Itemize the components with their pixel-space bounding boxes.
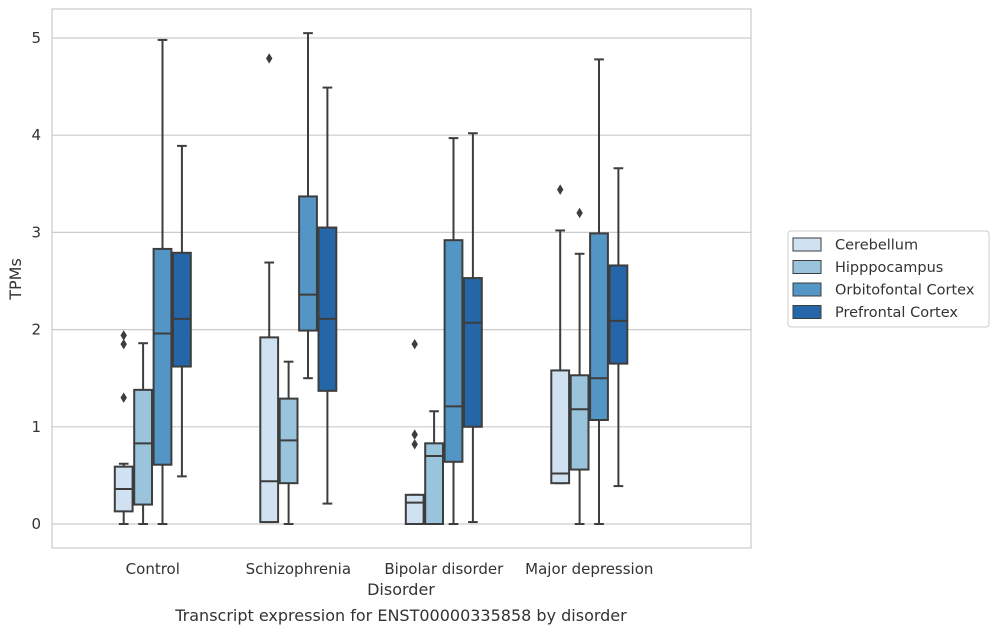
box-plot <box>550 184 571 485</box>
outlier-point <box>411 429 418 440</box>
box-iqr <box>317 226 338 392</box>
y-tick-labels: 0 1 2 3 4 5 <box>31 29 41 533</box>
plot-frame <box>51 8 752 549</box>
box-iqr <box>589 232 609 421</box>
x-tick-label: Control <box>126 560 180 578</box>
x-tick-label: Major depression <box>525 560 653 578</box>
box-iqr <box>404 493 425 525</box>
box-plot <box>463 132 483 524</box>
box-plot <box>298 32 318 380</box>
x-tick-labels: Control Schizophrenia Bipolar disorder Majo… <box>126 560 654 578</box>
y-tick-label: 4 <box>31 126 41 144</box>
box-plot <box>259 53 280 524</box>
box-plot <box>172 144 192 478</box>
box-iqr <box>569 374 590 471</box>
x-tick-label: Bipolar disorder <box>384 560 504 578</box>
box-plot <box>589 58 609 525</box>
legend-label: Orbitofontal Cortex <box>835 283 975 299</box>
y-tick-label: 3 <box>31 223 41 241</box>
outlier-point <box>576 207 583 219</box>
box-iqr <box>463 277 483 428</box>
box-iqr <box>424 442 445 526</box>
outlier-point <box>557 184 564 195</box>
box-plot <box>608 167 629 488</box>
y-tick-label: 1 <box>31 418 41 436</box>
box-iqr <box>259 336 280 524</box>
box-plot <box>569 207 590 525</box>
chart-caption: Transcript expression for ENST0000033585… <box>174 606 627 625</box>
outlier-point <box>120 392 127 403</box>
y-tick-label: 0 <box>31 515 41 533</box>
legend-swatch <box>792 260 822 274</box>
legend-label: Prefrontal Cortex <box>835 305 958 321</box>
box-iqr <box>550 369 571 485</box>
box-iqr <box>443 239 464 463</box>
box-plot <box>424 410 445 526</box>
box-iqr <box>152 247 173 466</box>
legend-label: Hipppocampus <box>835 260 943 276</box>
legend-swatch <box>792 282 822 297</box>
box-plot <box>443 137 464 525</box>
outlier-point <box>120 330 127 341</box>
legend-swatch <box>792 237 822 252</box>
x-tick-label: Schizophrenia <box>246 560 351 578</box>
box-plot <box>113 330 134 525</box>
box-iqr <box>608 264 629 365</box>
y-tick-label: 2 <box>31 321 41 339</box>
box-plot <box>152 38 173 525</box>
y-axis-label: TPMs <box>6 258 25 301</box>
box-plot <box>133 342 153 525</box>
box-iqr <box>298 195 318 332</box>
outlier-point <box>411 338 418 350</box>
x-axis-label: Disorder <box>367 580 435 599</box>
box-iqr <box>172 251 192 368</box>
box-plot <box>317 86 338 505</box>
box-plot <box>404 338 425 525</box>
legend-label: Cerebellum <box>835 238 918 254</box>
box-layer <box>113 32 629 526</box>
legend: Cerebellum Hipppocampus Orbitofontal Corte… <box>787 230 990 328</box>
outlier-point <box>266 53 273 64</box>
outlier-point <box>120 338 127 350</box>
outlier-point <box>411 439 418 450</box>
box-iqr <box>133 388 153 506</box>
legend-swatch <box>792 305 822 319</box>
legend-frame <box>787 230 990 328</box>
y-tick-label: 5 <box>31 29 41 47</box>
box-plot <box>278 360 299 525</box>
